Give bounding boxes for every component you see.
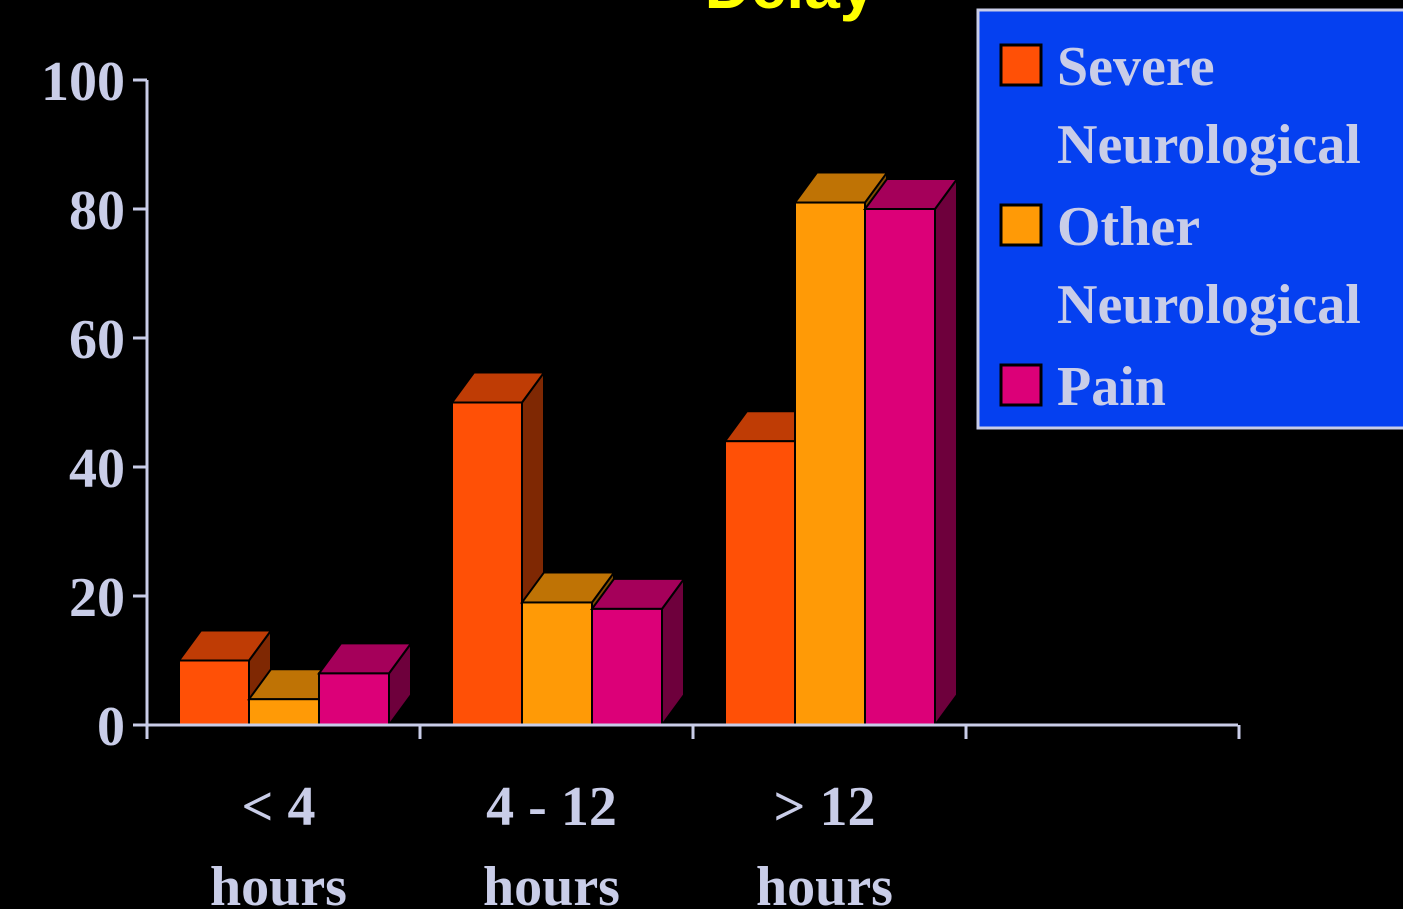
legend-label: Pain (1057, 356, 1166, 418)
bar (590, 575, 686, 729)
axes-layer: 0 20 40 60 80 100 < 4 hours 4 - 12 hours > 12 hours (41, 51, 1241, 909)
chart-title: Delay (705, 0, 876, 22)
x-tick-label: hours (483, 856, 620, 909)
bar-front (864, 208, 936, 726)
bar-front (591, 607, 663, 727)
x-tick-label: 4 - 12 (486, 776, 617, 838)
bar-front (521, 601, 593, 727)
x-tick-label: hours (210, 856, 347, 909)
bar-front (724, 440, 796, 726)
y-tick-label: 60 (69, 309, 125, 371)
legend-swatch (999, 43, 1043, 87)
legend-box (976, 8, 1403, 430)
legend-label: Neurological (1057, 274, 1361, 336)
x-tick-label: > 12 (774, 776, 876, 838)
y-tick-label: 40 (69, 438, 125, 500)
bar-front (794, 201, 866, 727)
bar-front (178, 659, 250, 726)
y-tick-label: 80 (69, 180, 125, 242)
bar (317, 640, 413, 729)
x-tick-label: < 4 (242, 776, 316, 838)
legend-label: Other (1057, 196, 1200, 258)
legend-label: Neurological (1057, 114, 1361, 176)
legend: Severe Neurological Other Neurological Pain (976, 8, 1403, 430)
bar-front (248, 698, 320, 727)
bar-front (451, 401, 523, 726)
bar-side (934, 175, 958, 729)
legend-label: Severe (1057, 36, 1215, 98)
bars-layer (177, 169, 959, 729)
y-tick-label: 100 (41, 51, 125, 113)
legend-swatch (999, 363, 1043, 407)
legend-swatch (999, 203, 1043, 247)
x-tick-label: hours (756, 856, 893, 909)
bar (863, 175, 959, 729)
bar-front (318, 672, 390, 727)
y-tick-label: 20 (69, 567, 125, 629)
y-tick-label: 0 (97, 696, 125, 758)
